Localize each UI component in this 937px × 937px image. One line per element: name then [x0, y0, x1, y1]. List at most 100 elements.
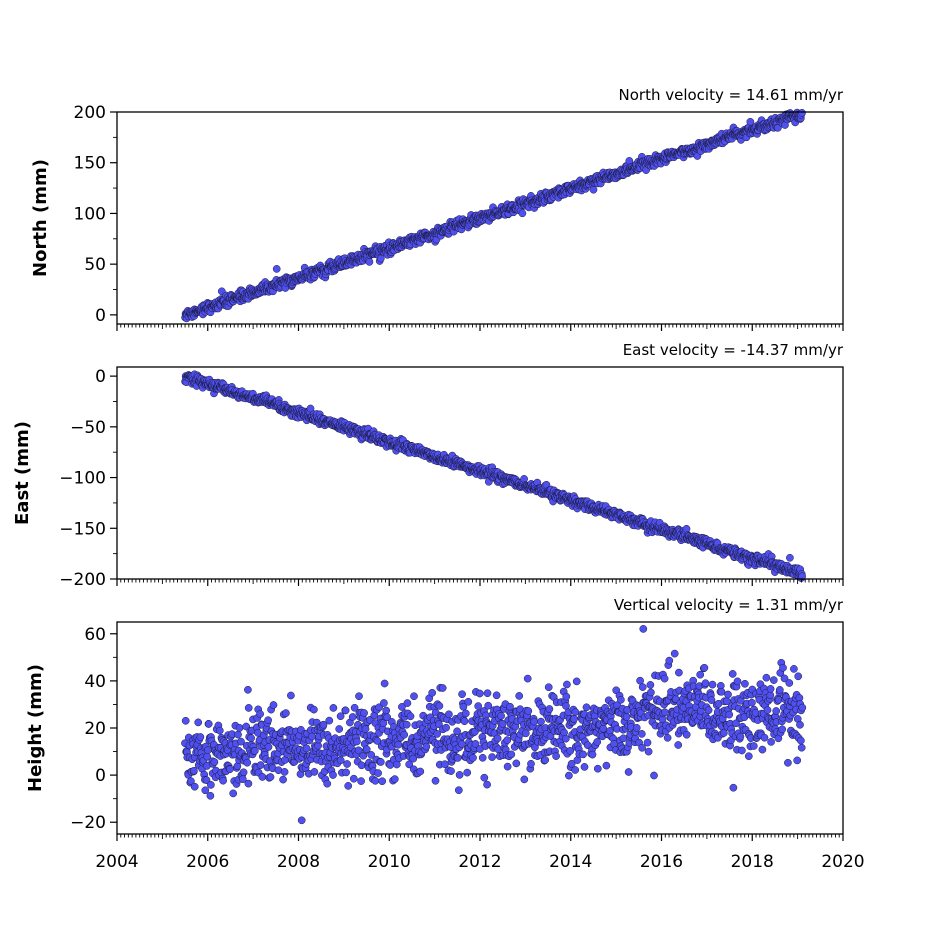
height-data-point	[488, 753, 496, 761]
height-data-point	[264, 743, 273, 751]
height-data-point	[503, 762, 512, 771]
height-data-point	[644, 747, 653, 756]
height-data-point	[565, 771, 573, 780]
height-data-point	[329, 771, 337, 779]
height-data-point	[394, 740, 403, 749]
height-data-point	[280, 768, 289, 776]
height-data-point	[344, 782, 353, 790]
east-panel-title: East velocity = -14.37 mm/yr	[623, 341, 844, 359]
height-data-point	[562, 692, 571, 701]
height-y-tick-label: 20	[84, 719, 106, 739]
east-y-tick-label: −200	[59, 570, 106, 590]
height-data-point	[512, 759, 521, 768]
east-y-tick-label: −150	[59, 519, 106, 539]
height-data-point	[748, 698, 756, 707]
height-data-point	[229, 789, 238, 798]
height-data-point	[619, 734, 628, 743]
height-x-tick-label: 2018	[731, 852, 774, 872]
height-data-point	[406, 712, 415, 721]
height-data-point	[717, 687, 726, 696]
height-data-point	[785, 679, 794, 687]
height-data-point	[493, 734, 502, 743]
height-data-point	[442, 723, 450, 732]
height-data-point	[376, 758, 385, 766]
north-y-tick-label: 150	[74, 154, 106, 174]
height-x-tick-label: 2012	[458, 852, 501, 872]
height-data-point	[258, 773, 267, 781]
height-data-point	[349, 774, 358, 783]
height-data-point	[515, 692, 524, 700]
height-data-point	[701, 679, 710, 688]
height-data-point	[650, 771, 658, 780]
east-y-tick-label: −100	[59, 469, 106, 489]
height-data-point	[663, 733, 672, 742]
height-data-point	[571, 708, 580, 716]
height-data-point	[475, 689, 484, 698]
height-data-point	[775, 686, 784, 694]
height-data-point	[530, 717, 538, 726]
height-data-point	[492, 691, 501, 700]
height-data-point	[541, 756, 550, 764]
height-data-point	[571, 766, 580, 774]
height-data-point	[637, 730, 646, 738]
height-data-point	[336, 712, 345, 721]
height-data-point	[378, 777, 387, 786]
height-data-point	[622, 713, 631, 721]
height-data-point	[355, 692, 363, 701]
height-x-tick-label: 2004	[95, 852, 138, 872]
height-data-point	[790, 665, 798, 673]
height-data-point	[335, 725, 344, 733]
height-data-point	[478, 753, 487, 762]
height-data-point	[266, 773, 275, 781]
height-data-point	[382, 706, 391, 715]
height-data-point	[563, 680, 571, 689]
height-data-point	[741, 679, 749, 688]
height-data-point	[371, 776, 380, 785]
height-data-point	[527, 759, 535, 768]
height-data-point	[297, 816, 306, 825]
height-data-point	[239, 768, 248, 777]
height-data-point	[769, 676, 778, 684]
height-data-point	[244, 704, 253, 712]
height-data-point	[772, 707, 781, 715]
north-data-point	[746, 117, 755, 126]
height-data-point	[428, 688, 437, 697]
height-data-point	[416, 767, 425, 776]
height-data-point	[279, 775, 287, 784]
height-data-point	[758, 745, 767, 754]
height-data-point	[480, 773, 489, 782]
height-data-point	[403, 699, 412, 707]
height-data-point	[523, 674, 532, 683]
height-data-point	[190, 782, 199, 791]
east-y-axis-label: East (mm)	[12, 421, 33, 525]
north-data-point	[798, 109, 806, 117]
height-y-tick-label: 0	[95, 766, 106, 786]
height-data-point	[643, 738, 652, 747]
height-data-point	[422, 742, 431, 751]
height-data-point	[733, 677, 742, 686]
height-data-point	[725, 710, 734, 719]
height-data-point	[674, 741, 683, 749]
height-x-tick-label: 2016	[640, 852, 683, 872]
height-panel-title: Vertical velocity = 1.31 mm/yr	[614, 596, 844, 614]
height-data-point	[521, 729, 530, 738]
height-data-point	[234, 730, 242, 739]
height-y-axis-label: Height (mm)	[25, 664, 46, 792]
height-data-point	[778, 725, 787, 734]
height-data-point	[380, 679, 389, 688]
height-data-point	[572, 677, 581, 686]
height-data-point	[665, 656, 674, 665]
height-data-point	[524, 707, 533, 715]
north-y-tick-label: 200	[74, 103, 106, 123]
height-data-point	[738, 746, 746, 755]
east-data-point	[520, 475, 528, 483]
height-data-point	[660, 674, 669, 683]
north-y-tick-label: 0	[95, 306, 106, 326]
height-x-tick-label: 2008	[277, 852, 320, 872]
height-data-point	[455, 771, 464, 779]
height-data-point	[206, 791, 215, 800]
height-data-point	[638, 743, 646, 752]
height-data-point	[744, 752, 753, 761]
height-data-point	[700, 663, 709, 672]
